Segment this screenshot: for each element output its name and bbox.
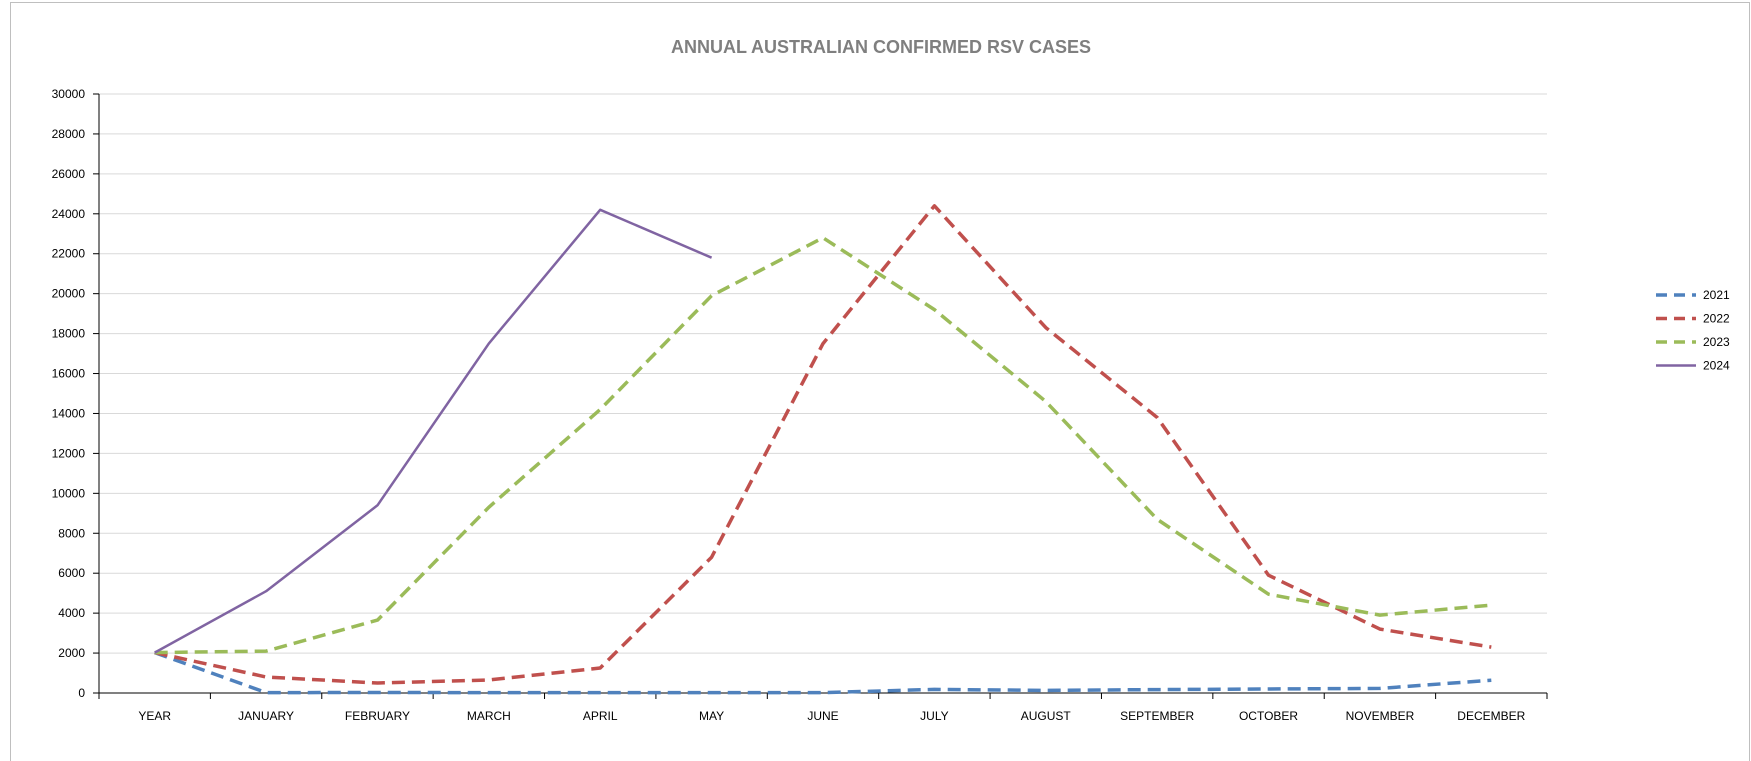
legend-label: 2023 <box>1703 335 1730 349</box>
series-lines <box>154 204 1492 695</box>
series-line-2024 <box>154 208 713 654</box>
y-tick-label: 28000 <box>52 127 86 141</box>
y-tick-label: 8000 <box>58 526 85 540</box>
y-tick-label: 12000 <box>52 446 86 460</box>
x-tick-label: SEPTEMBER <box>1120 709 1194 723</box>
y-tick-label: 14000 <box>52 406 86 420</box>
series-line-2022 <box>154 204 1492 685</box>
x-tick-label: NOVEMBER <box>1346 709 1415 723</box>
y-tick-label: 2000 <box>58 646 85 660</box>
y-tick-label: 30000 <box>52 87 86 101</box>
y-tick-label: 0 <box>78 686 85 700</box>
x-tick-label: MARCH <box>467 709 511 723</box>
y-tick-label: 18000 <box>52 327 86 341</box>
x-tick-label: FEBRUARY <box>345 709 410 723</box>
y-tick-label: 4000 <box>58 606 85 620</box>
y-tick-label: 22000 <box>52 247 86 261</box>
series-line-2021 <box>154 650 1492 695</box>
x-tick-label: MAY <box>699 709 724 723</box>
x-tick-label: YEAR <box>138 709 171 723</box>
y-tick-label: 26000 <box>52 167 86 181</box>
legend-label: 2021 <box>1703 288 1730 302</box>
legend-label: 2022 <box>1703 312 1730 326</box>
legend: 2021 2022 2023 2024 <box>1656 288 1730 373</box>
x-tick-label: APRIL <box>583 709 618 723</box>
y-axis-ticks: 0 2000 4000 6000 8000 10000 12000 14000 16000 180… <box>52 87 99 700</box>
x-tick-label: JUNE <box>807 709 838 723</box>
y-tick-label: 6000 <box>58 566 85 580</box>
gridlines <box>99 93 1547 654</box>
chart-area: ANNUAL AUSTRALIAN CONFIRMED RSV CASES 0 2… <box>10 2 1750 761</box>
y-tick-label: 16000 <box>52 367 86 381</box>
legend-label: 2024 <box>1703 359 1730 373</box>
series-line-2023 <box>154 236 1492 655</box>
x-tick-label: JULY <box>920 709 948 723</box>
x-axis-ticks: YEAR JANUARY FEBRUARY MARCH APRIL MAY JUNE JULY… <box>98 693 1548 723</box>
x-tick-label: AUGUST <box>1021 709 1072 723</box>
y-tick-label: 10000 <box>52 486 86 500</box>
x-tick-label: JANUARY <box>238 709 294 723</box>
chart-title: ANNUAL AUSTRALIAN CONFIRMED RSV CASES <box>671 37 1091 57</box>
x-tick-label: DECEMBER <box>1457 709 1525 723</box>
x-tick-label: OCTOBER <box>1239 709 1298 723</box>
y-tick-label: 20000 <box>52 287 86 301</box>
line-chart: ANNUAL AUSTRALIAN CONFIRMED RSV CASES 0 2… <box>52 37 1730 723</box>
y-tick-label: 24000 <box>52 207 86 221</box>
